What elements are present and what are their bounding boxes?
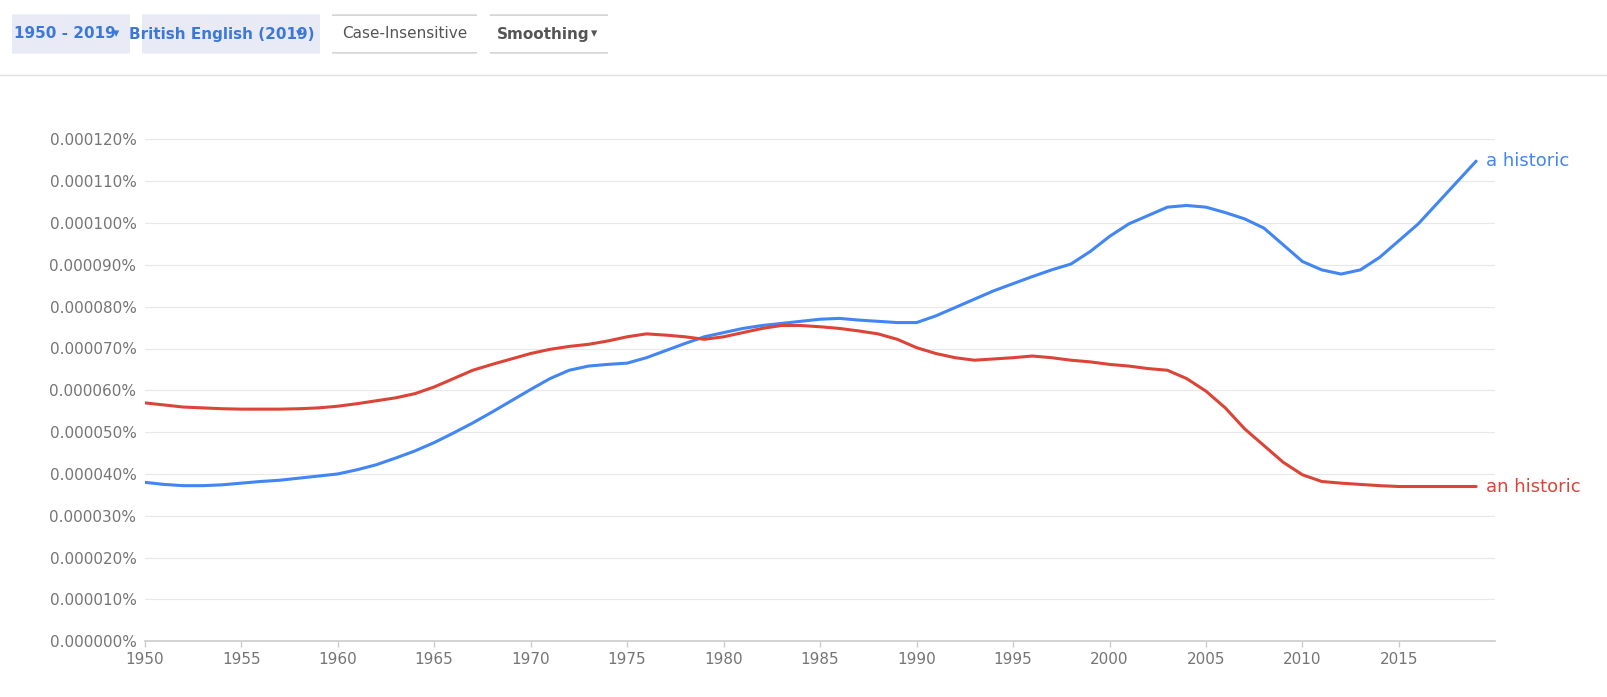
FancyBboxPatch shape	[137, 15, 325, 53]
Text: a historic: a historic	[1485, 152, 1568, 170]
Text: 1950 - 2019: 1950 - 2019	[14, 26, 116, 42]
FancyBboxPatch shape	[328, 15, 480, 53]
Text: ▾: ▾	[590, 27, 596, 40]
Text: an historic: an historic	[1485, 477, 1580, 496]
FancyBboxPatch shape	[8, 15, 133, 53]
Text: Case-Insensitive: Case-Insensitive	[342, 26, 468, 42]
FancyBboxPatch shape	[487, 15, 611, 53]
Text: ▾: ▾	[112, 27, 119, 40]
Text: British English (2019): British English (2019)	[129, 26, 315, 42]
Text: Smoothing: Smoothing	[497, 26, 590, 42]
Text: ▾: ▾	[296, 27, 302, 40]
